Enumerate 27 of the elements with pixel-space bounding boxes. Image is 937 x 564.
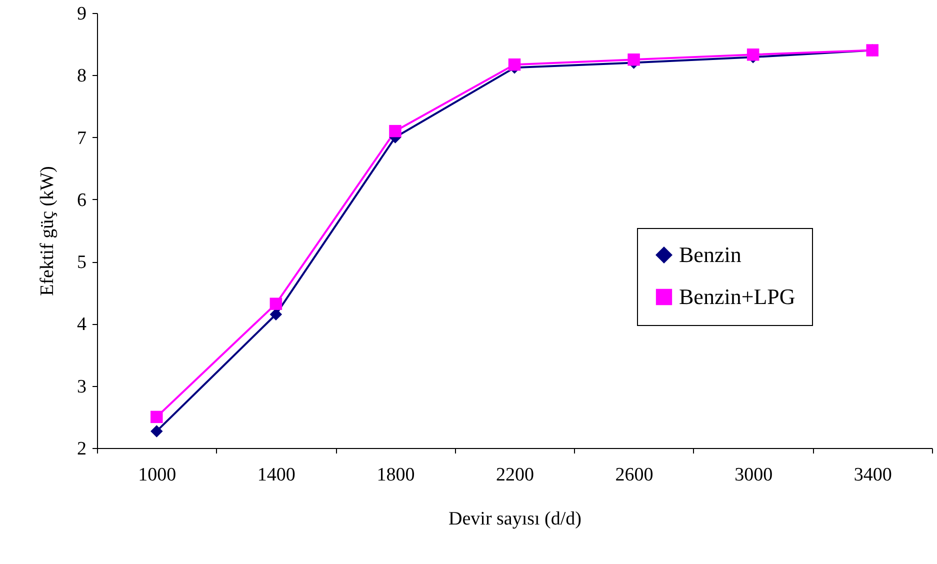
point <box>508 58 521 71</box>
legend-label: Benzin <box>679 242 742 267</box>
y-tick-label: 3 <box>77 376 86 398</box>
point <box>270 298 282 310</box>
y-tick-label: 4 <box>77 314 87 336</box>
point <box>746 48 760 61</box>
y-tick-label: 2 <box>77 438 86 460</box>
x-tick-label: 2600 <box>615 464 654 486</box>
legend-label: Benzin+LPG <box>679 284 796 309</box>
y-tick-label: 6 <box>77 190 86 211</box>
x-tick-label: 3400 <box>854 464 892 486</box>
y-tick-label: 5 <box>77 252 86 274</box>
y-axis-title: Efektif güç (kW) <box>37 166 58 296</box>
x-tick-label: 3000 <box>734 464 773 486</box>
x-tick-label: 1400 <box>257 464 296 486</box>
point <box>150 425 163 438</box>
y-tick-label: 7 <box>77 128 86 149</box>
x-tick-label: 1000 <box>138 464 176 486</box>
x-tick-label: 2200 <box>496 464 534 486</box>
point <box>150 410 163 424</box>
x-tick-label: 1800 <box>376 464 415 486</box>
point <box>270 308 282 321</box>
y-tick-label: 8 <box>77 66 86 87</box>
point <box>628 53 640 66</box>
y-tick-label: 9 <box>77 4 86 24</box>
x-axis-title: Devir sayısı (d/d) <box>448 508 582 530</box>
point <box>389 124 402 138</box>
